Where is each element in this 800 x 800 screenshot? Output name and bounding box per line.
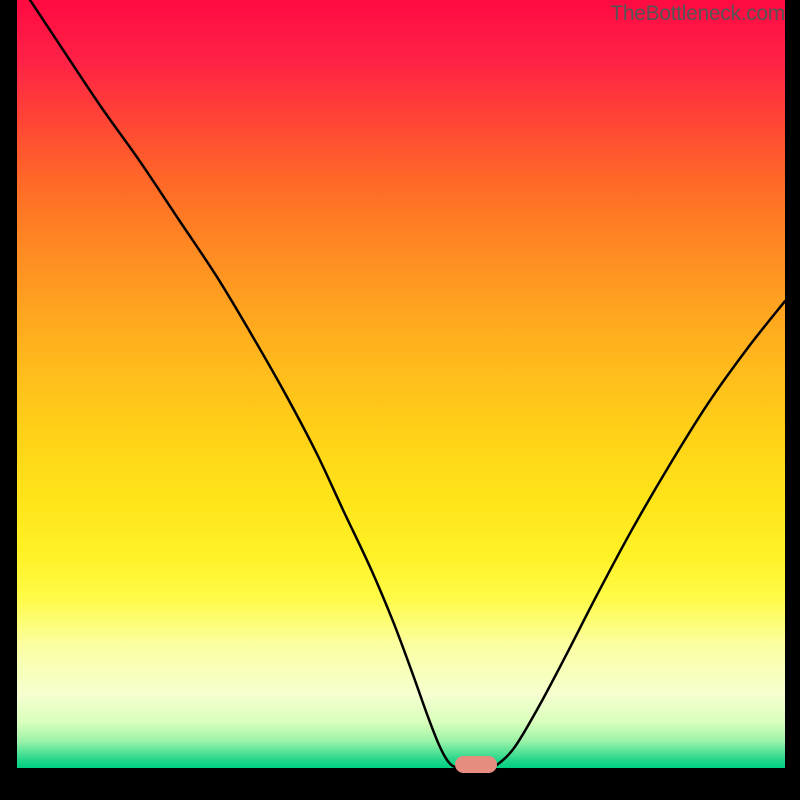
curve-svg <box>17 0 785 768</box>
bottleneck-curve <box>30 0 785 768</box>
chart-container <box>17 0 785 791</box>
attribution-text: TheBottleneck.com <box>610 2 785 26</box>
optimal-marker <box>455 756 497 772</box>
